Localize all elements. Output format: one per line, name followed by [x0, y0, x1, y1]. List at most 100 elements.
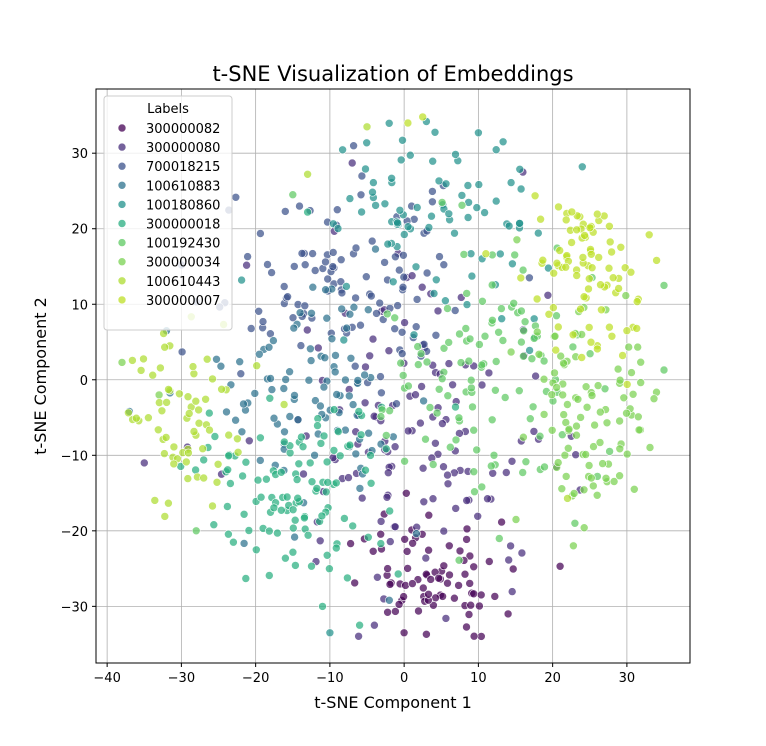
data-point — [255, 456, 265, 465]
data-point — [189, 427, 199, 436]
data-point — [288, 313, 298, 323]
data-point — [341, 375, 350, 385]
y-tick-label: 30 — [71, 147, 88, 162]
data-point — [528, 402, 538, 412]
data-point — [164, 498, 173, 508]
data-point — [506, 541, 515, 551]
data-point — [303, 207, 312, 217]
legend-marker — [117, 276, 127, 286]
y-axis-label: t-SNE Component 2 — [31, 297, 50, 455]
data-point — [547, 390, 557, 400]
data-point — [377, 388, 386, 398]
data-point — [282, 492, 292, 502]
data-point — [511, 515, 521, 524]
data-point — [254, 306, 264, 316]
data-point — [408, 579, 417, 588]
data-point — [586, 250, 596, 259]
data-point — [161, 433, 171, 442]
data-point — [397, 327, 407, 337]
data-point — [337, 288, 347, 298]
data-point — [450, 593, 459, 603]
data-point — [351, 243, 361, 253]
data-point — [516, 184, 526, 194]
data-point — [621, 291, 631, 300]
data-point — [552, 258, 562, 268]
data-point — [354, 631, 363, 641]
data-point — [212, 354, 221, 364]
data-point — [596, 280, 605, 290]
data-point — [478, 296, 487, 306]
data-point — [592, 490, 602, 500]
data-point — [465, 551, 475, 561]
data-point — [553, 322, 563, 332]
data-point — [360, 398, 370, 408]
data-point — [572, 225, 582, 235]
series-300000034 — [117, 235, 661, 551]
legend-item: 100180860 — [117, 198, 220, 213]
data-point — [463, 213, 473, 222]
data-point — [318, 602, 327, 611]
data-point — [331, 543, 341, 553]
data-point — [393, 301, 402, 310]
data-point — [279, 400, 289, 409]
data-point — [155, 398, 164, 407]
data-point — [396, 358, 406, 368]
legend-label: 100192430 — [146, 237, 220, 252]
data-point — [265, 393, 275, 403]
data-point — [361, 465, 370, 475]
data-point — [288, 547, 298, 557]
series-100180860 — [237, 117, 587, 638]
data-point — [289, 323, 299, 333]
data-point — [398, 136, 407, 145]
data-point — [539, 410, 549, 419]
data-point — [422, 629, 431, 639]
data-point — [288, 190, 298, 199]
data-point — [531, 371, 540, 381]
data-point — [561, 215, 571, 225]
data-point — [307, 477, 317, 487]
data-point — [557, 484, 567, 494]
data-point — [572, 421, 581, 431]
data-point — [498, 137, 508, 147]
data-point — [336, 277, 346, 287]
data-point — [506, 347, 516, 357]
data-point — [487, 280, 497, 290]
data-point — [380, 199, 390, 209]
data-point — [622, 449, 632, 459]
data-point — [244, 526, 254, 535]
data-point — [417, 282, 427, 292]
data-point — [445, 442, 455, 452]
data-point — [592, 209, 602, 219]
data-point — [419, 497, 429, 507]
data-point — [424, 545, 433, 555]
data-point — [572, 430, 581, 440]
legend-marker — [117, 200, 127, 209]
data-point — [519, 351, 528, 361]
data-point — [521, 457, 531, 467]
data-point — [199, 455, 208, 465]
data-point — [441, 296, 450, 306]
data-point — [266, 374, 275, 383]
data-point — [300, 513, 309, 523]
data-point — [311, 396, 320, 405]
data-point — [506, 178, 516, 187]
data-point — [636, 357, 646, 367]
data-point — [183, 392, 193, 402]
data-point — [160, 342, 169, 352]
data-point — [466, 600, 476, 610]
data-point — [469, 467, 479, 477]
data-point — [419, 396, 428, 406]
data-point — [497, 304, 506, 313]
data-point — [400, 534, 410, 544]
data-point — [462, 496, 472, 505]
data-point — [501, 468, 511, 477]
data-point — [618, 351, 627, 360]
legend-item: 300000007 — [117, 294, 220, 309]
data-point — [438, 419, 447, 428]
data-point — [437, 198, 447, 207]
data-point — [443, 479, 453, 489]
data-point — [223, 502, 232, 511]
data-point — [325, 564, 334, 574]
data-point — [466, 249, 476, 258]
data-point — [558, 390, 568, 400]
